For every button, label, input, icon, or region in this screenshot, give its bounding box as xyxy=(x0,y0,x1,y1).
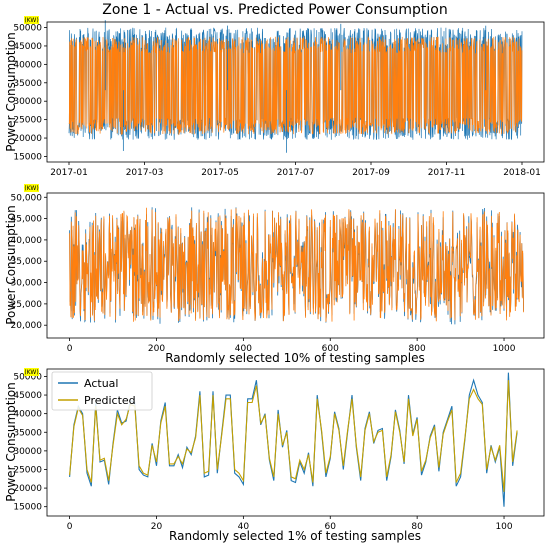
panel-bottom-unit-badge xyxy=(24,368,39,376)
series-line-predicted xyxy=(69,380,518,492)
panel-bottom-ylabel: Power Consumption xyxy=(4,382,18,502)
panel-bottom-ticks: 15000 20000 25000 30000 35000 40000 45000 50000… xyxy=(13,372,513,532)
y-tick-label: 30000 xyxy=(13,447,42,457)
y-tick-label: 45000 xyxy=(13,42,42,52)
legend: Actual Predicted xyxy=(51,371,153,411)
y-tick-label: 40000 xyxy=(13,60,42,70)
y-tick-label: 30,000 xyxy=(11,279,43,289)
panel-middle-unit-badge xyxy=(24,184,39,192)
y-tick-label: 50,000 xyxy=(11,193,43,203)
panel-middle-ylabel: Power Consumption xyxy=(4,205,18,325)
x-tick-label: 1000 xyxy=(493,344,516,354)
y-tick-label: 45,000 xyxy=(11,215,43,225)
panel-bottom-unit-label: (KW) xyxy=(24,369,38,376)
panel-middle-frame xyxy=(46,192,545,339)
panel-top-unit-label: (KW) xyxy=(24,17,38,24)
panel-middle-unit-label: (KW) xyxy=(24,185,38,192)
x-tick-label: 200 xyxy=(148,344,165,354)
series-line-predicted xyxy=(69,207,524,322)
y-tick-label: 20000 xyxy=(13,484,42,494)
panel-top-unit-badge xyxy=(24,16,39,24)
y-tick-label: 40,000 xyxy=(11,236,43,246)
y-tick-label: 40000 xyxy=(13,410,42,420)
x-tick-label: 2017-07 xyxy=(277,168,315,178)
y-tick-label: 20,000 xyxy=(11,321,43,331)
x-tick-label: 2017-01 xyxy=(50,168,88,178)
y-tick-label: 25,000 xyxy=(11,300,43,310)
panel-middle: 20,000 25,000 30,000 35,000 40,000 45,000 50,0… xyxy=(4,184,545,365)
panel-middle-xlabel: Randomly selected 10% of testing samples xyxy=(165,351,425,365)
y-tick-label: 35000 xyxy=(13,428,42,438)
y-tick-label: 25000 xyxy=(13,465,42,475)
panel-bottom: 15000 20000 25000 30000 35000 40000 45000 50000… xyxy=(4,368,545,543)
x-tick-label: 0 xyxy=(67,522,73,532)
series-line-predicted xyxy=(68,36,523,136)
x-tick-label: 2017-03 xyxy=(126,168,164,178)
x-tick-label: 800 xyxy=(409,344,426,354)
panel-middle-ticks: 20,000 25,000 30,000 35,000 40,000 45,000 50,0… xyxy=(11,193,516,354)
y-tick-label: 15000 xyxy=(13,152,42,162)
x-tick-label: 2017-09 xyxy=(352,168,390,178)
y-tick-label: 35000 xyxy=(13,79,42,89)
y-tick-label: 50000 xyxy=(13,372,42,382)
y-tick-label: 20000 xyxy=(13,134,42,144)
panel-bottom-xlabel: Randomly selected 1% of testing samples xyxy=(169,529,421,543)
x-tick-label: 20 xyxy=(151,522,163,532)
y-tick-label: 15000 xyxy=(13,503,42,513)
panel-bottom-series xyxy=(69,372,518,507)
x-tick-label: 2018-01 xyxy=(503,168,541,178)
x-tick-label: 2017-05 xyxy=(201,168,239,178)
y-tick-label: 30000 xyxy=(13,97,42,107)
chart-title: Zone 1 - Actual vs. Predicted Power Cons… xyxy=(102,2,447,18)
panel-top-ylabel: Power Consumption xyxy=(4,32,18,152)
x-tick-label: 100 xyxy=(495,522,512,532)
y-tick-label: 35,000 xyxy=(11,257,43,267)
panel-top: 15000 20000 25000 30000 35000 40000 45000 50000… xyxy=(4,16,545,178)
panel-bottom-frame xyxy=(46,368,545,517)
x-tick-label: 2017-11 xyxy=(428,168,466,178)
x-tick-label: 600 xyxy=(322,344,339,354)
legend-actual-label: Actual xyxy=(84,377,118,390)
x-tick-label: 80 xyxy=(411,522,423,532)
panel-top-ticks: 15000 20000 25000 30000 35000 40000 45000 50000… xyxy=(13,24,540,178)
panel-top-series xyxy=(68,20,523,153)
panel-middle-series xyxy=(69,207,524,325)
x-tick-label: 60 xyxy=(325,522,337,532)
y-tick-label: 45000 xyxy=(13,391,42,401)
y-tick-label: 50000 xyxy=(13,24,42,34)
x-tick-label: 40 xyxy=(238,522,250,532)
legend-predicted-label: Predicted xyxy=(84,394,136,407)
x-tick-label: 0 xyxy=(67,344,73,354)
y-tick-label: 25000 xyxy=(13,116,42,126)
x-tick-label: 400 xyxy=(235,344,252,354)
